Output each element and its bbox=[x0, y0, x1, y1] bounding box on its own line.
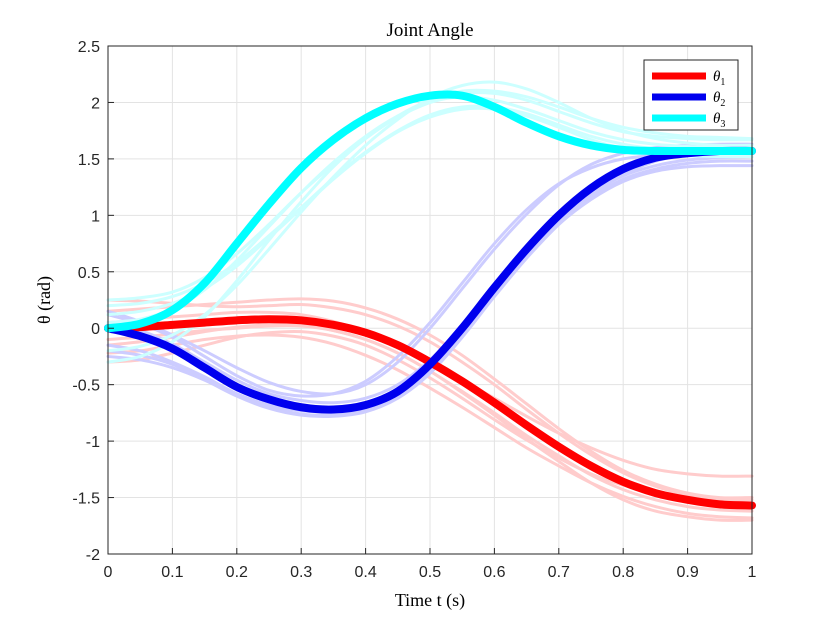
sample-line bbox=[106, 333, 754, 520]
x-axis-ticks: 0 0.1 0.2 0.3 0.4 0.5 0.6 0.7 0.8 0.9 1 bbox=[104, 548, 757, 581]
legend-subscript: 2 bbox=[720, 98, 725, 109]
x-tick-label: 0.6 bbox=[483, 564, 505, 581]
y-tick-label: 1 bbox=[91, 208, 100, 225]
chart-title: Joint Angle bbox=[386, 20, 473, 41]
y-axis-ticks: -2 -1.5 -1 -0.5 0 0.5 1 1.5 2 2.5 bbox=[72, 39, 114, 564]
x-tick-label: 0.1 bbox=[161, 564, 183, 581]
sample-trajectories bbox=[106, 80, 754, 522]
y-tick-label: 2 bbox=[91, 95, 100, 112]
series-line-3 bbox=[104, 90, 756, 333]
y-tick-label: -1.5 bbox=[72, 491, 100, 508]
legend-subscript: 1 bbox=[720, 77, 725, 88]
x-tick-label: 0.3 bbox=[290, 564, 312, 581]
legend-entry-3: θ3 bbox=[713, 111, 725, 130]
x-tick-label: 0.7 bbox=[548, 564, 570, 581]
legend-symbol: θ bbox=[713, 69, 721, 85]
legend-entry-2: θ2 bbox=[713, 90, 725, 109]
x-tick-label: 0 bbox=[104, 564, 113, 581]
y-tick-label: 2.5 bbox=[78, 39, 100, 56]
x-axis-label: Time t (s) bbox=[395, 590, 465, 611]
y-tick-label: -2 bbox=[86, 547, 100, 564]
legend-subscript: 3 bbox=[720, 119, 725, 130]
x-tick-label: 0.2 bbox=[226, 564, 248, 581]
x-tick-label: 0.5 bbox=[419, 564, 441, 581]
legend-symbol: θ bbox=[713, 111, 721, 127]
series-line-2 bbox=[104, 146, 756, 414]
x-tick-label: 0.8 bbox=[612, 564, 634, 581]
x-tick-label: 1 bbox=[748, 564, 757, 581]
sample-line bbox=[106, 95, 754, 325]
y-axis-label: θ (rad) bbox=[34, 276, 55, 324]
y-tick-label: 1.5 bbox=[78, 152, 100, 169]
mean-trajectories bbox=[104, 90, 756, 510]
sample-line bbox=[106, 297, 754, 500]
y-tick-label: 0 bbox=[91, 321, 100, 338]
legend-symbol: θ bbox=[713, 90, 721, 106]
y-tick-label: -0.5 bbox=[72, 378, 100, 395]
x-tick-label: 0.9 bbox=[676, 564, 698, 581]
x-tick-label: 0.4 bbox=[354, 564, 376, 581]
y-tick-label: -1 bbox=[86, 434, 100, 451]
legend-entry-1: θ1 bbox=[713, 69, 725, 88]
y-tick-label: 0.5 bbox=[78, 265, 100, 282]
